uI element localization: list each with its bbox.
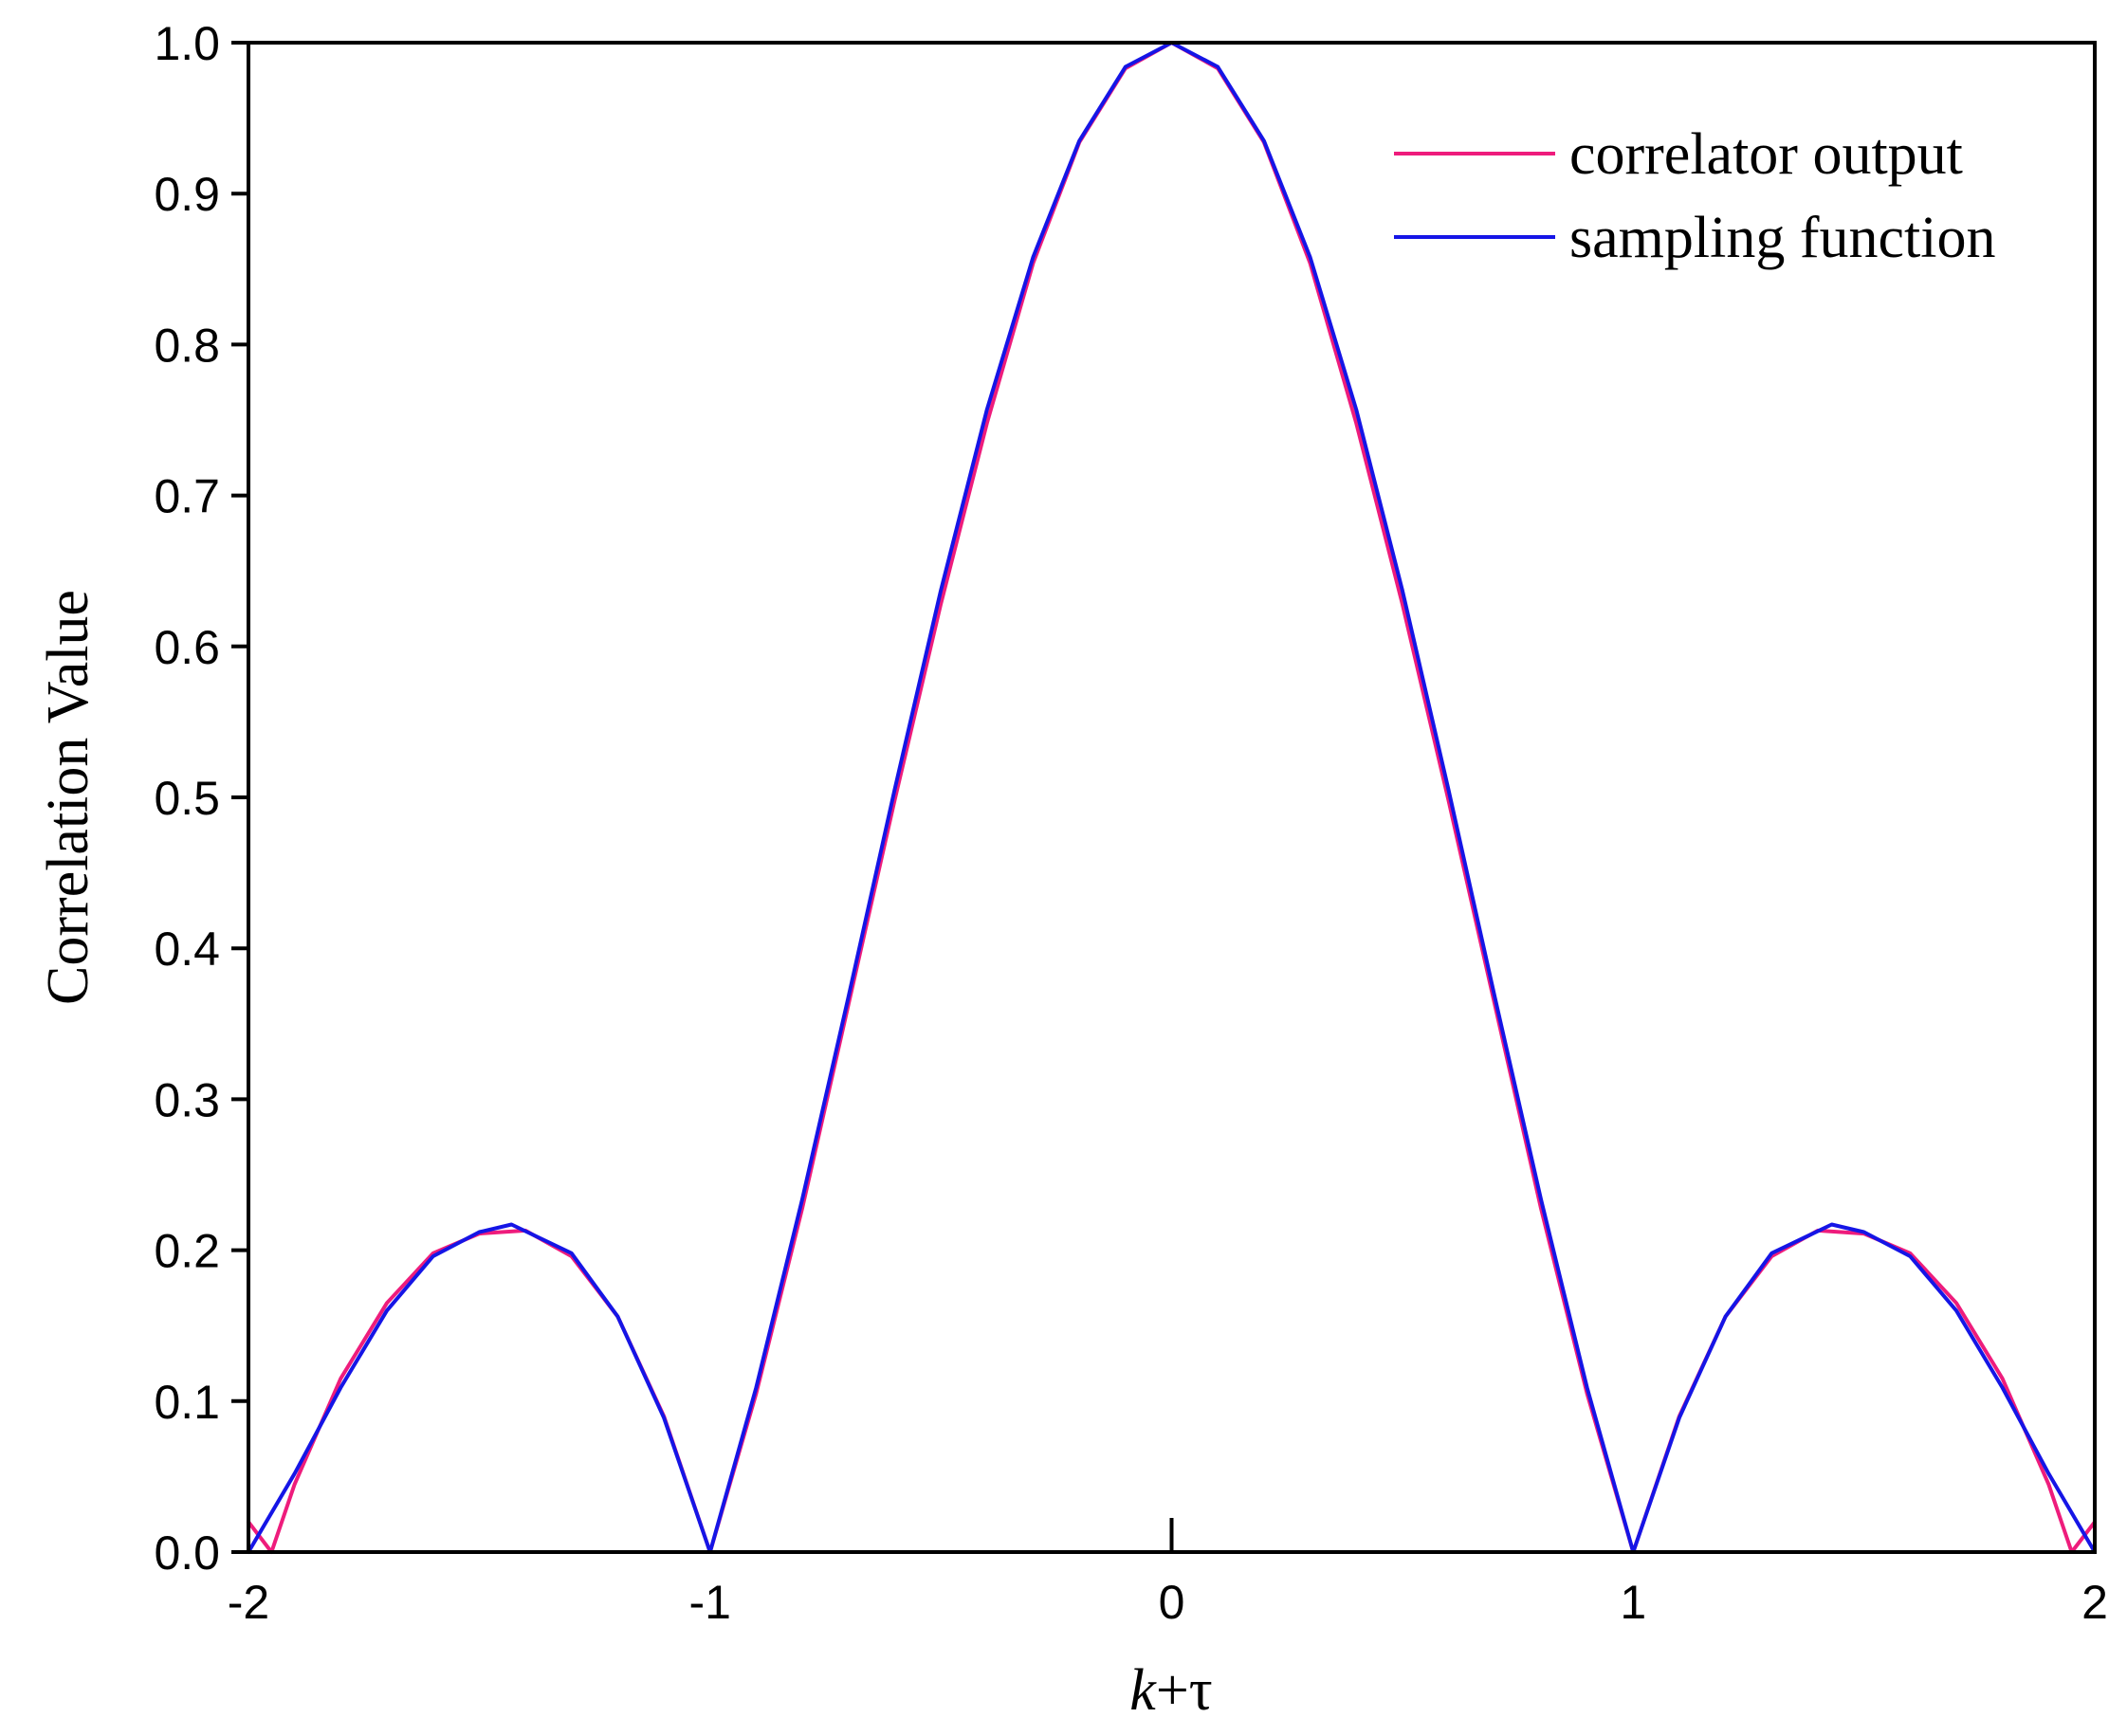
x-axis-label-rest: +τ [1156, 1658, 1213, 1723]
y-tick-label: 0.8 [154, 319, 220, 372]
y-ticks: 0.0 0.1 0.2 0.3 0.4 0.5 0.6 0.7 0.8 0.9 1.0 [154, 17, 248, 1580]
x-tick-label: 2 [2081, 1576, 2108, 1629]
x-axis-label: k+τ [1129, 1658, 1212, 1723]
y-tick-label: 0.3 [154, 1073, 220, 1126]
legend-label-correlator-output: correlator output [1569, 122, 1963, 187]
y-tick-label: 0.4 [154, 923, 220, 976]
y-tick-label: 0.9 [154, 168, 220, 221]
y-tick-label: 0.5 [154, 772, 220, 825]
x-tick-label: 1 [1620, 1576, 1646, 1629]
y-tick-label: 0.2 [154, 1225, 220, 1278]
x-ticks: -2 -1 0 1 2 [228, 1576, 2108, 1629]
y-tick-label: 0.7 [154, 470, 220, 523]
legend-label-sampling-function: sampling function [1569, 206, 1995, 270]
x-tick-label: -1 [689, 1576, 731, 1629]
y-tick-label: 0.6 [154, 621, 220, 674]
x-tick-label: 0 [1159, 1576, 1185, 1629]
legend: correlator output sampling function [1394, 122, 1995, 270]
x-axis-label-var: k [1129, 1658, 1157, 1723]
y-tick-label: 1.0 [154, 17, 220, 70]
y-axis-label: Correlation Value [36, 590, 101, 1005]
y-tick-label: 0.0 [154, 1526, 220, 1580]
x-tick-label: -2 [228, 1576, 269, 1629]
y-tick-label: 0.1 [154, 1376, 220, 1429]
